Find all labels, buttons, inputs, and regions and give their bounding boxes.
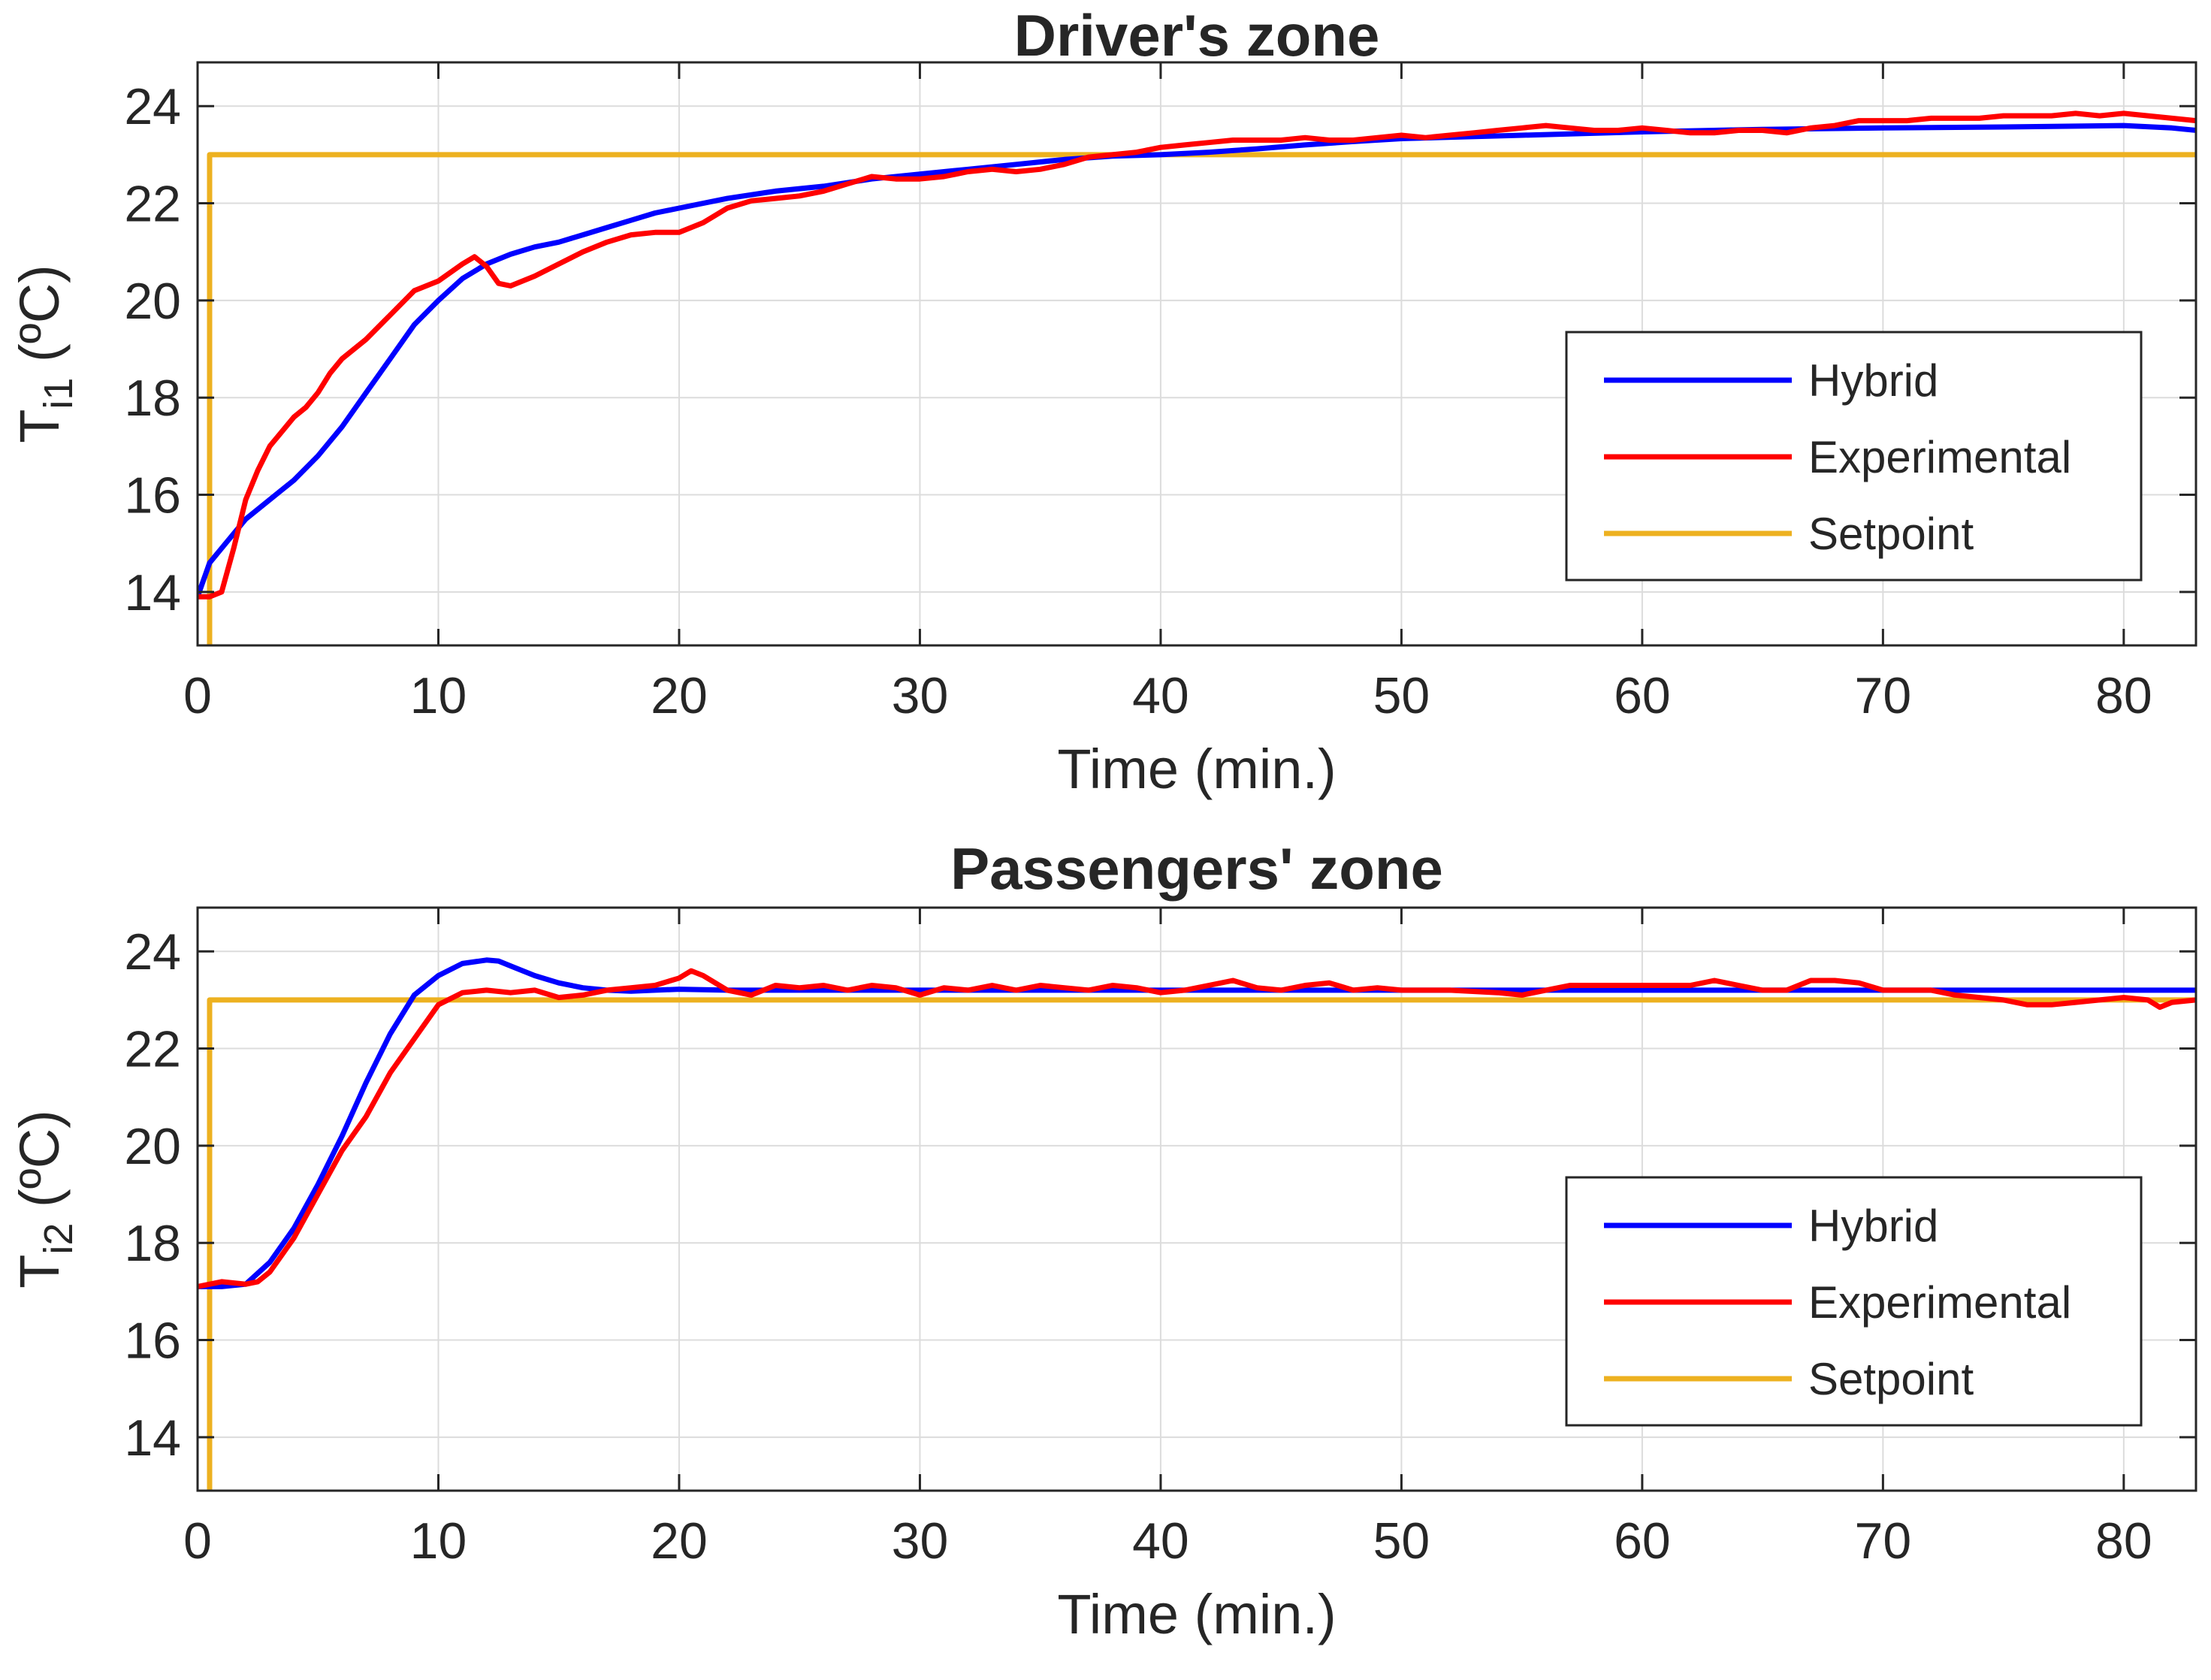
legend: Hybrid Experimental Setpoint: [1565, 331, 2143, 582]
y-label-sub: i2: [36, 1223, 81, 1255]
series-line-experimental: [198, 110, 2196, 600]
legend-label-hybrid: Hybrid: [1808, 1201, 1938, 1251]
x-tick-label: 10: [410, 667, 467, 724]
legend: Hybrid Experimental Setpoint: [1565, 1176, 2143, 1427]
x-axis-label: Time (min.): [1057, 1583, 1336, 1645]
legend-label-hybrid: Hybrid: [1808, 355, 1938, 406]
y-tick-label: 22: [124, 1021, 181, 1078]
legend-label-experimental: Experimental: [1808, 432, 2071, 482]
y-tick-label: 20: [124, 273, 181, 330]
series-group: [198, 110, 2196, 645]
chart-title: Driver's zone: [1014, 2, 1380, 68]
y-axis-label: Ti2 (ºC): [8, 1110, 81, 1289]
x-tick-label: 0: [183, 1512, 212, 1570]
y-tick-label: 24: [124, 78, 181, 135]
series-line-setpoint: [207, 152, 2196, 645]
legend-label-setpoint: Setpoint: [1808, 1354, 1974, 1404]
series-group: [198, 957, 2196, 1491]
x-tick-label: 40: [1132, 1512, 1189, 1570]
x-tick-label: 30: [892, 667, 949, 724]
x-tick-label: 60: [1614, 667, 1671, 724]
y-tick-label: 16: [124, 1313, 181, 1370]
axes-box: [196, 906, 2197, 1492]
ticks: 0 10 20 30 40 50 60 70 80 14 16 18 20 22 24: [124, 62, 2196, 724]
y-tick-label: 16: [124, 467, 181, 524]
y-label-suffix: (ºC): [8, 1110, 71, 1222]
x-axis-label: Time (min.): [1057, 738, 1336, 800]
y-axis-label: Ti1 (ºC): [8, 264, 81, 443]
x-tick-label: 20: [651, 667, 708, 724]
y-tick-label: 20: [124, 1118, 181, 1175]
y-label-main: T: [8, 1255, 71, 1289]
legend-label-experimental: Experimental: [1808, 1277, 2071, 1328]
y-label-suffix: (ºC): [8, 264, 71, 377]
axes-box: [196, 61, 2197, 647]
y-tick-label: 14: [124, 1410, 181, 1467]
y-label-sub: i1: [36, 378, 81, 409]
y-tick-label: 24: [124, 923, 181, 981]
series-line-setpoint: [207, 997, 2196, 1491]
y-tick-label: 22: [124, 176, 181, 233]
x-tick-label: 20: [651, 1512, 708, 1570]
x-tick-label: 80: [2095, 1512, 2152, 1570]
x-tick-label: 40: [1132, 667, 1189, 724]
x-tick-label: 80: [2095, 667, 2152, 724]
x-tick-label: 70: [1855, 1512, 1912, 1570]
x-tick-label: 50: [1373, 1512, 1430, 1570]
ticks: 0 10 20 30 40 50 60 70 80 14 16 18 20 22 24: [124, 908, 2196, 1570]
x-tick-label: 60: [1614, 1512, 1671, 1570]
x-tick-label: 30: [892, 1512, 949, 1570]
chart-title: Passengers' zone: [950, 835, 1443, 902]
x-tick-label: 50: [1373, 667, 1430, 724]
y-tick-label: 18: [124, 1215, 181, 1272]
x-tick-label: 0: [183, 667, 212, 724]
y-label-main: T: [8, 409, 71, 443]
chart-1: 0 10 20 30 40 50 60 70 80 14 16 18 20 22 24 Driver's zo…: [8, 2, 2197, 800]
legend-label-setpoint: Setpoint: [1808, 509, 1974, 559]
x-tick-label: 10: [410, 1512, 467, 1570]
x-tick-label: 70: [1855, 667, 1912, 724]
y-tick-label: 18: [124, 370, 181, 427]
series-line-hybrid: [198, 122, 2196, 600]
series-line-experimental: [198, 968, 2196, 1289]
y-tick-label: 14: [124, 564, 181, 621]
chart-2: 0 10 20 30 40 50 60 70 80 14 16 18 20 22 24 Passengers'…: [8, 835, 2197, 1645]
